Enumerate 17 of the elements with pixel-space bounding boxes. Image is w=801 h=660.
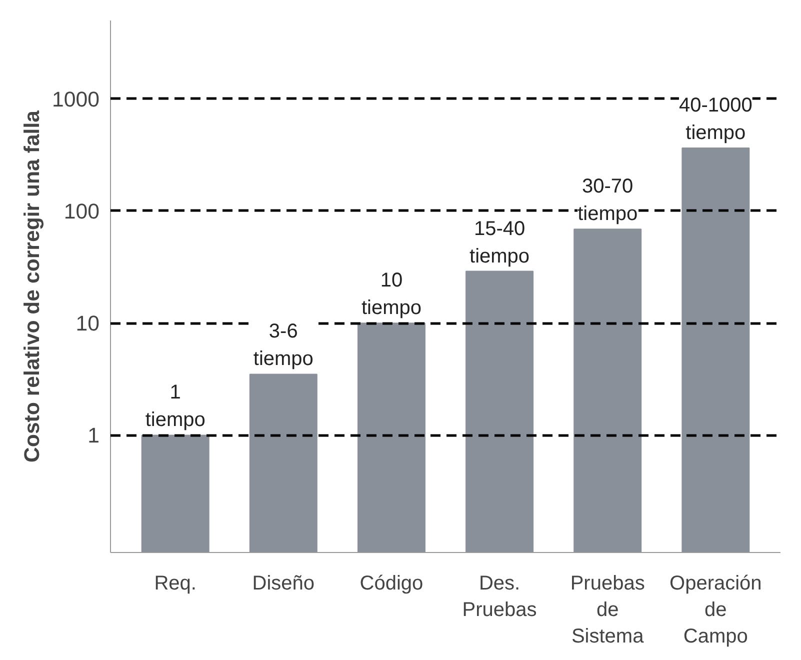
data-label: 3-6 tiempo: [253, 320, 314, 370]
x-tick-label: Diseño: [252, 572, 315, 594]
y-axis-title: Costo relativo de corregir una falla: [20, 110, 44, 463]
x-tick-label: Pruebas de Sistema: [570, 572, 645, 648]
x-tick-label: Operación de Campo: [670, 572, 762, 648]
y-tick-label: 100: [64, 199, 100, 224]
y-tick-label: 1000: [52, 87, 100, 112]
data-label: 15-40 tiempo: [470, 218, 530, 268]
x-tick-label: Des. Pruebas: [462, 572, 537, 621]
x-tick-label: Código: [360, 572, 424, 594]
data-label: 30-70 tiempo: [578, 176, 638, 226]
data-label: 40-1000 tiempo: [678, 94, 752, 144]
data-label: 1 tiempo: [145, 382, 206, 432]
y-tick-label: 1: [88, 424, 100, 448]
x-tick-label: Req.: [154, 572, 196, 594]
y-tick-label: 10: [76, 312, 100, 336]
data-label: 10 tiempo: [361, 270, 422, 320]
